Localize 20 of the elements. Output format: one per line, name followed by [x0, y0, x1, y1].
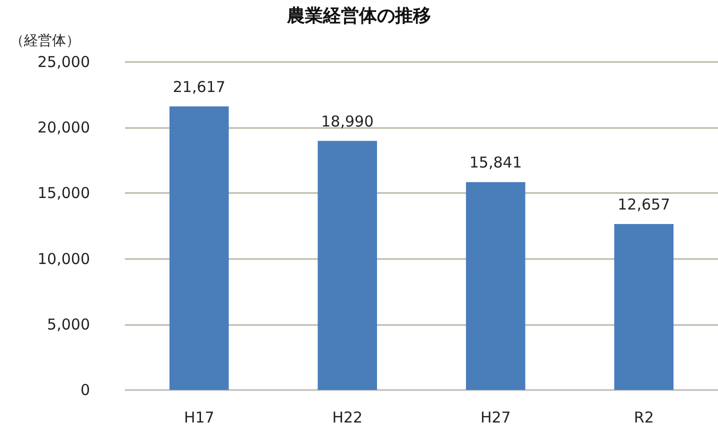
bar — [614, 224, 674, 390]
x-tick-label: H22 — [332, 408, 363, 426]
bar — [318, 140, 378, 390]
y-tick-label: 10,000 — [38, 250, 90, 268]
y-tick-label: 5,000 — [47, 315, 90, 334]
y-tick-label: 25,000 — [38, 53, 90, 71]
chart-title: 農業経営体の推移 — [286, 6, 431, 26]
data-label: 12,657 — [618, 195, 670, 214]
y-axis-title: （経営体） — [10, 33, 80, 49]
y-tick-label: 0 — [80, 381, 90, 399]
x-tick-label: H27 — [480, 408, 511, 426]
x-tick-label: R2 — [634, 408, 654, 426]
bar — [466, 182, 526, 390]
data-label: 21,617 — [172, 78, 226, 96]
x-tick-label: H17 — [184, 408, 214, 426]
data-label: 15,841 — [469, 154, 522, 172]
bar — [169, 106, 229, 390]
y-tick-label: 15,000 — [38, 184, 90, 202]
data-label: 18,990 — [321, 112, 374, 130]
y-tick-label: 20,000 — [38, 118, 90, 137]
